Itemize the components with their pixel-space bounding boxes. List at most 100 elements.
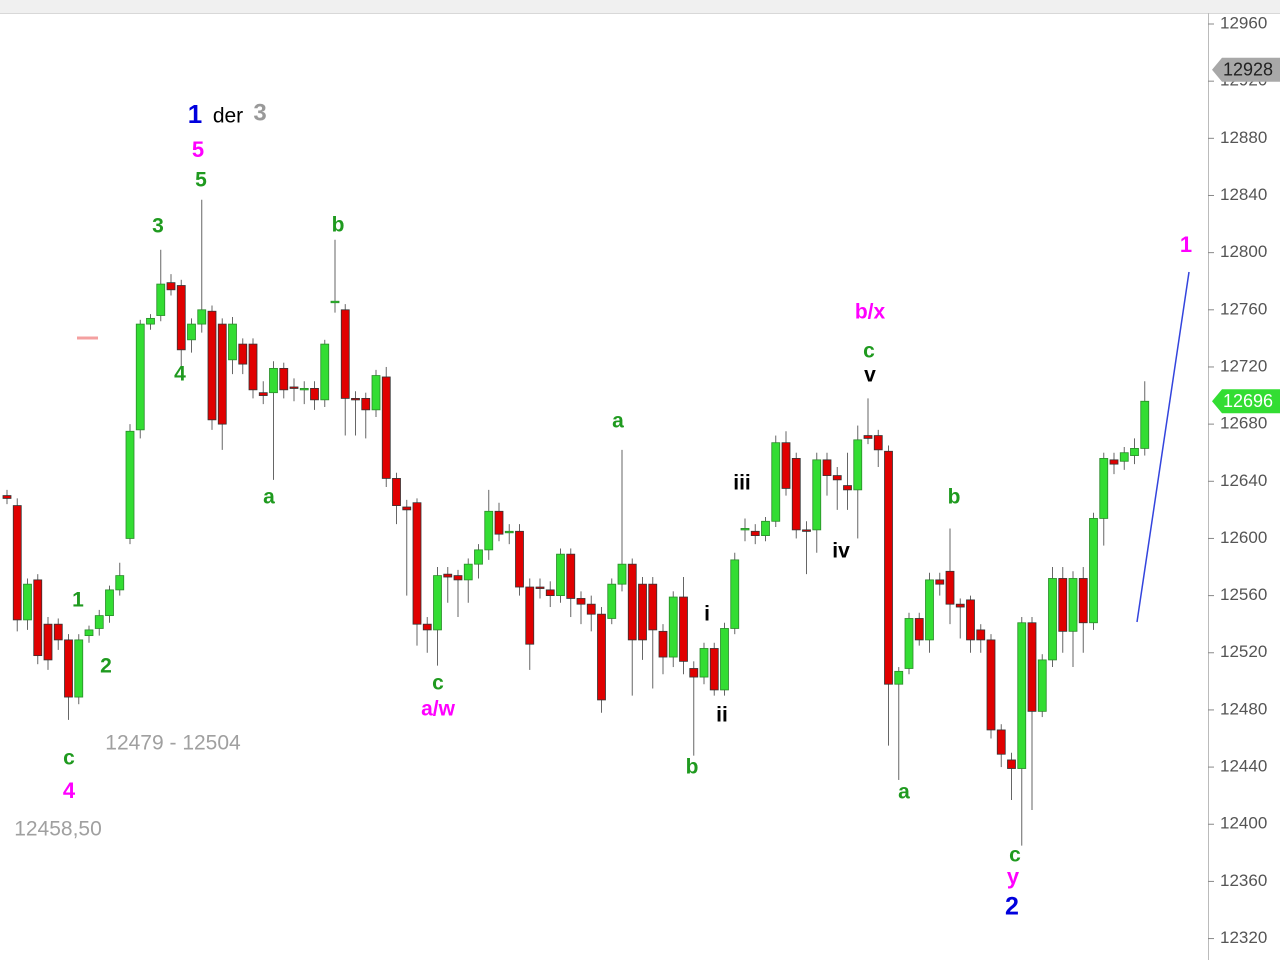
- candle-body: [1037, 659, 1047, 712]
- candle-body: [576, 598, 586, 605]
- wave-label: 12458,50: [14, 818, 102, 841]
- candle-body: [412, 502, 422, 625]
- y-tick-label: 12440: [1220, 757, 1267, 776]
- wave-label: c: [63, 747, 75, 770]
- candle-body: [750, 530, 760, 536]
- y-tick-label: 12560: [1220, 585, 1267, 604]
- candle-body: [371, 375, 381, 411]
- wave-label: 2: [100, 655, 112, 678]
- wave-label: c: [432, 672, 444, 695]
- candle-body: [299, 387, 309, 391]
- candle-body: [812, 459, 822, 531]
- candle-body: [443, 573, 453, 578]
- y-tick-label: 12880: [1220, 128, 1267, 147]
- candle-body: [1048, 578, 1057, 661]
- candle-body: [1109, 459, 1119, 465]
- candle-body: [64, 639, 73, 698]
- y-tick-label: 12720: [1220, 356, 1267, 375]
- candle-body: [720, 628, 729, 691]
- candle-body: [289, 386, 299, 389]
- y-tick-label: 12760: [1220, 299, 1267, 318]
- candle-body: [176, 285, 186, 351]
- candle-body: [207, 310, 217, 421]
- candle-body: [320, 343, 330, 401]
- candle-body: [74, 639, 84, 698]
- wave-label: ii: [716, 704, 728, 727]
- wave-label: a: [612, 410, 624, 433]
- candle-body: [607, 583, 617, 619]
- candle-body: [771, 442, 781, 522]
- candle-body: [53, 623, 63, 641]
- wave-label: b/x: [855, 301, 886, 324]
- wave-label: 4: [63, 778, 76, 803]
- candle-body: [832, 475, 842, 481]
- candle-body: [884, 450, 893, 685]
- candle-body: [248, 343, 258, 391]
- candle-body: [781, 442, 791, 489]
- candle-body: [228, 323, 237, 361]
- candle-body: [310, 387, 319, 401]
- candle-body: [873, 435, 883, 451]
- candle-body: [709, 648, 719, 691]
- candle-body: [33, 579, 43, 657]
- candle-body: [381, 376, 391, 479]
- price-marker-box: [1212, 389, 1280, 414]
- candle-body: [730, 559, 740, 629]
- candle-body: [187, 323, 196, 341]
- candle-body: [217, 323, 227, 425]
- wave-label: 2: [1005, 893, 1019, 921]
- wave-label: a/w: [421, 698, 456, 721]
- candle-body: [699, 648, 709, 678]
- y-tick-label: 12640: [1220, 471, 1267, 490]
- wave-label: v: [864, 364, 876, 387]
- candle-body: [1017, 622, 1027, 769]
- candle-body: [84, 629, 94, 637]
- y-tick-label: 12800: [1220, 242, 1267, 261]
- wave-label: b: [332, 214, 345, 237]
- candle-body: [402, 506, 412, 511]
- candle-body: [105, 589, 114, 617]
- candle-body: [474, 549, 483, 565]
- candle-body: [679, 596, 688, 662]
- candle-body: [392, 478, 401, 506]
- candle-body: [761, 520, 770, 536]
- projection-line: [1136, 271, 1190, 623]
- wave-label: 1: [188, 99, 202, 129]
- candle-body: [740, 528, 750, 531]
- candle-body: [1068, 578, 1078, 632]
- wave-label: iii: [733, 472, 751, 495]
- candle-body: [597, 613, 606, 701]
- candle-body: [802, 529, 811, 532]
- candle-body: [115, 575, 125, 591]
- y-tick-label: 12680: [1220, 414, 1267, 433]
- candle-body: [135, 323, 145, 431]
- y-tick-label: 12520: [1220, 642, 1267, 661]
- candle-body: [863, 435, 873, 439]
- candle-body: [843, 485, 852, 491]
- candle-body: [791, 458, 801, 531]
- candle-body: [453, 575, 463, 581]
- candle-body: [976, 629, 986, 641]
- candle-body: [1089, 518, 1098, 624]
- candle-body: [822, 459, 832, 476]
- candle-body: [966, 599, 975, 641]
- wave-label: iv: [832, 540, 850, 563]
- candle-body: [156, 283, 166, 316]
- candle-body: [515, 530, 524, 588]
- candle-body: [12, 505, 22, 621]
- candle-body: [658, 630, 668, 658]
- candle-body: [986, 639, 996, 731]
- price-marker-label: 12928: [1223, 59, 1273, 79]
- candle-body: [1140, 400, 1150, 449]
- wave-label: y: [1007, 864, 1020, 889]
- y-tick-label: 12480: [1220, 699, 1267, 718]
- y-tick-label: 12960: [1220, 13, 1267, 32]
- candle-body: [484, 510, 494, 551]
- candle-body: [94, 615, 104, 629]
- candle-body: [351, 398, 360, 401]
- wave-label: c: [1009, 844, 1021, 867]
- wave-label: 1: [72, 589, 84, 612]
- candle-body: [617, 563, 627, 585]
- candle-body: [166, 282, 176, 291]
